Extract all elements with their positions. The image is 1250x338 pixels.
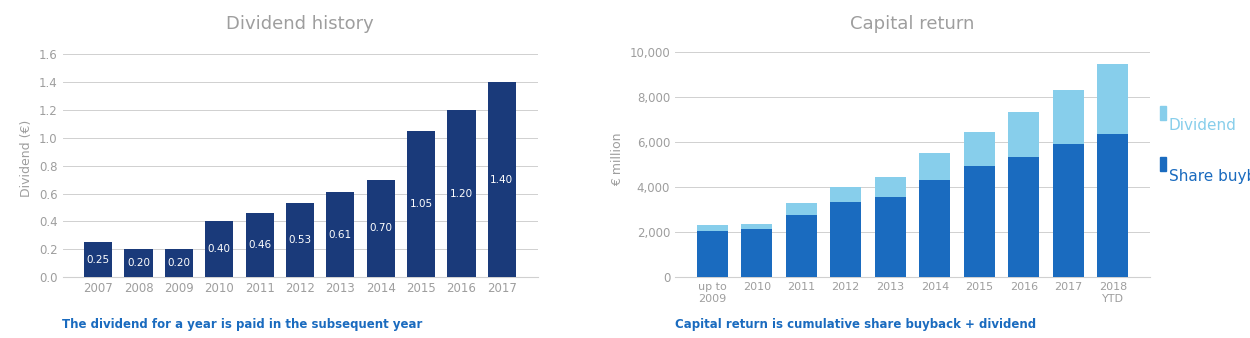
Bar	[205, 221, 234, 277]
Bar	[741, 224, 772, 229]
Bar	[1009, 112, 1039, 156]
Bar	[245, 213, 274, 277]
Bar	[875, 177, 906, 197]
Bar	[696, 231, 728, 277]
Text: Share buyback: Share buyback	[1169, 169, 1250, 184]
Bar	[741, 229, 772, 277]
Bar	[830, 202, 861, 277]
Text: 0.61: 0.61	[329, 230, 352, 240]
Bar	[326, 192, 355, 277]
Text: 0.53: 0.53	[289, 235, 311, 245]
Text: 0.25: 0.25	[86, 255, 110, 265]
Bar	[696, 225, 728, 231]
Text: Dividend: Dividend	[1169, 118, 1236, 133]
Text: 0.20: 0.20	[168, 258, 190, 268]
Bar	[919, 153, 950, 180]
Bar	[286, 203, 314, 277]
Bar	[875, 197, 906, 277]
Bar	[786, 215, 816, 277]
Bar	[786, 203, 816, 215]
Text: 0.20: 0.20	[127, 258, 150, 268]
Bar	[964, 132, 995, 166]
Text: 1.20: 1.20	[450, 189, 472, 199]
Bar	[448, 110, 475, 277]
Text: 0.46: 0.46	[248, 240, 271, 250]
Text: 1.40: 1.40	[490, 175, 514, 185]
Bar	[84, 242, 112, 277]
Bar	[964, 166, 995, 277]
Bar	[1098, 134, 1129, 277]
Bar	[830, 187, 861, 202]
Y-axis label: € million: € million	[611, 132, 624, 186]
Text: Capital return is cumulative share buyback + dividend: Capital return is cumulative share buyba…	[675, 318, 1036, 331]
Bar	[165, 249, 192, 277]
Bar	[1009, 156, 1039, 277]
Text: 0.40: 0.40	[208, 244, 231, 254]
Bar	[919, 180, 950, 277]
Y-axis label: Dividend (€): Dividend (€)	[20, 120, 34, 197]
Title: Dividend history: Dividend history	[226, 16, 374, 33]
Text: The dividend for a year is paid in the subsequent year: The dividend for a year is paid in the s…	[62, 318, 423, 331]
Bar	[125, 249, 152, 277]
Bar	[488, 82, 516, 277]
Bar	[1052, 144, 1084, 277]
Bar	[366, 180, 395, 277]
Title: Capital return: Capital return	[850, 16, 975, 33]
Text: 1.05: 1.05	[410, 199, 432, 209]
Text: 0.70: 0.70	[369, 223, 392, 234]
Bar	[1052, 90, 1084, 144]
Bar	[408, 131, 435, 277]
Bar	[1098, 64, 1129, 134]
